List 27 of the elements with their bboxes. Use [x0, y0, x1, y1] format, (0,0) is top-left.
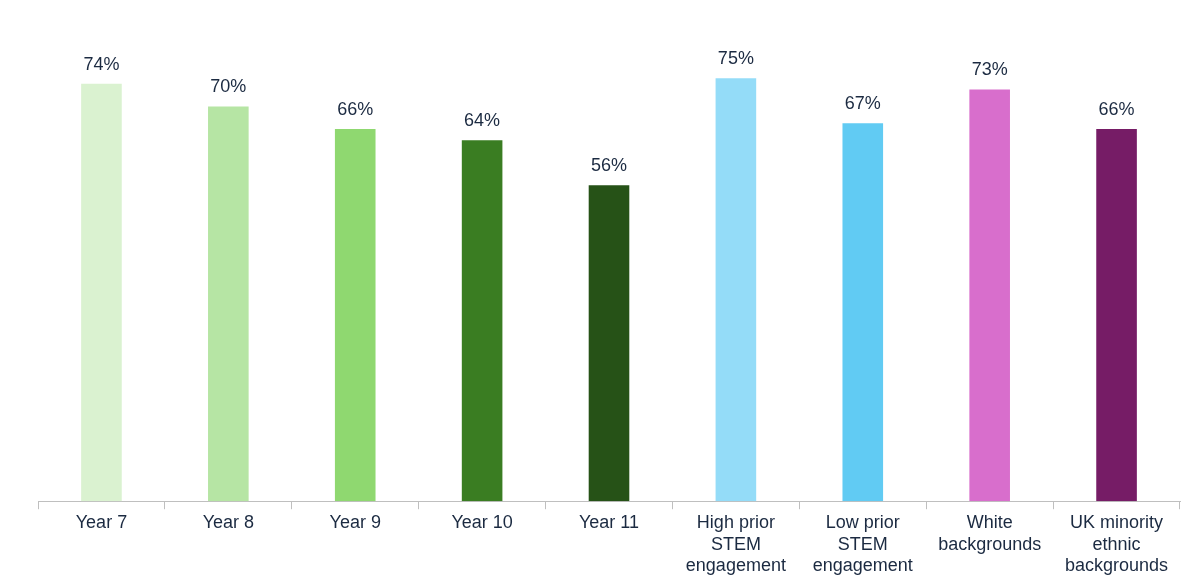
x-tick-label: UK minority ethnic backgrounds: [1065, 511, 1169, 576]
data-label: 73%: [971, 59, 1008, 80]
x-tick-label: Year 10: [451, 511, 513, 532]
x-tick-label: Year 7: [75, 511, 128, 532]
x-tick-label: Year 9: [329, 511, 381, 532]
x-tick-label: High prior STEM engagement: [685, 511, 786, 576]
bar: [715, 78, 757, 502]
data-label: 75%: [717, 48, 754, 69]
data-label: 64%: [464, 110, 501, 131]
bar: [1096, 128, 1137, 502]
bar: [461, 140, 503, 502]
data-label: 66%: [337, 98, 374, 119]
bar: [842, 123, 884, 502]
x-tick-label: Year 11: [578, 511, 640, 532]
bar: [81, 83, 122, 502]
x-tick-label: Low prior STEM engagement: [812, 511, 913, 576]
data-label: 66%: [1098, 98, 1135, 119]
data-label: 70%: [210, 76, 247, 97]
x-tick-label: Year 8: [202, 511, 255, 532]
x-tick-label: White backgrounds: [938, 511, 1042, 554]
bar: [588, 185, 630, 502]
bar: [334, 128, 376, 502]
data-label: 56%: [590, 155, 628, 176]
bar: [969, 89, 1010, 502]
bar: [208, 106, 249, 502]
data-label: 67%: [844, 93, 881, 114]
data-label: 74%: [83, 53, 120, 74]
